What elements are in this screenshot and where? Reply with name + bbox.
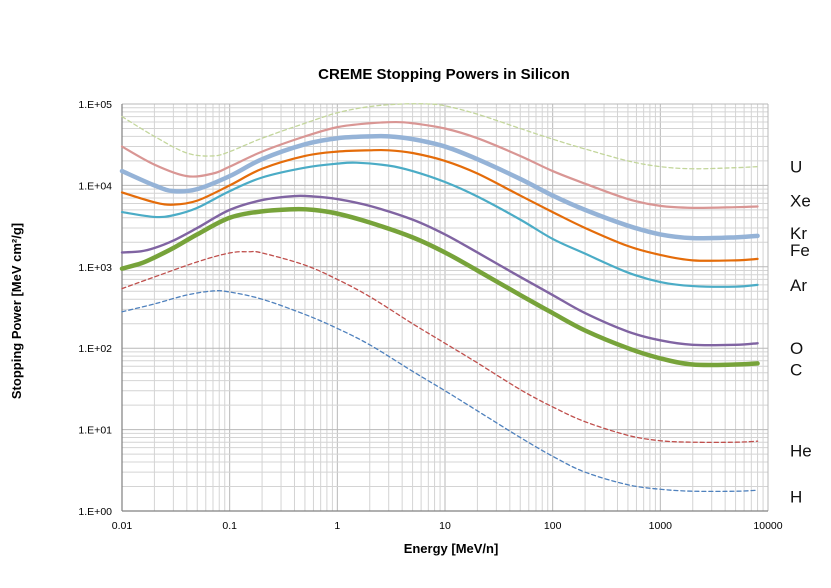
series-line-kr (119, 133, 760, 241)
series-label-h: H (790, 488, 802, 507)
series-label-kr: Kr (790, 224, 807, 243)
series-line-h (121, 290, 759, 493)
series-line-xe (120, 120, 759, 209)
series-label-o: O (790, 339, 803, 358)
x-tick-label: 1000 (649, 520, 673, 532)
series-label-ar: Ar (790, 276, 807, 295)
y-tick-label: 1.E+01 (78, 425, 112, 437)
series-label-he: He (790, 442, 812, 461)
series-line-u (121, 103, 759, 170)
series-line-ar (120, 161, 759, 288)
y-tick-label: 1.E+04 (78, 180, 112, 192)
series-label-xe: Xe (790, 192, 811, 211)
y-tick-label: 1.E+02 (78, 343, 112, 355)
x-tick-label: 100 (544, 520, 562, 532)
x-axis-label: Energy [MeV/n] (404, 541, 499, 556)
x-tick-label: 10000 (753, 520, 782, 532)
series-label-fe: Fe (790, 241, 810, 260)
x-tick-labels: 0.01 0.1 1 10 100 1000 10000 (112, 520, 783, 532)
series-line-o (120, 194, 759, 347)
series-line-c (119, 206, 760, 368)
y-tick-labels: 1.E+00 1.E+01 1.E+02 1.E+03 1.E+04 1.E+05 (78, 99, 112, 518)
series-line-fe (120, 148, 759, 262)
y-tick-label: 1.E+03 (78, 262, 112, 274)
x-tick-label: 0.01 (112, 520, 133, 532)
series-label-c: C (790, 360, 802, 379)
series-lines (119, 103, 760, 493)
x-tick-label: 0.1 (222, 520, 237, 532)
y-tick-label: 1.E+00 (78, 506, 112, 518)
x-tick-label: 10 (439, 520, 451, 532)
y-axis-label: Stopping Power [MeV cm²/g] (9, 223, 24, 399)
x-tick-label: 1 (334, 520, 340, 532)
series-line-he (121, 250, 759, 444)
chart-title: CREME Stopping Powers in Silicon (318, 66, 570, 83)
y-tick-label: 1.E+05 (78, 99, 112, 111)
series-label-u: U (790, 158, 802, 177)
